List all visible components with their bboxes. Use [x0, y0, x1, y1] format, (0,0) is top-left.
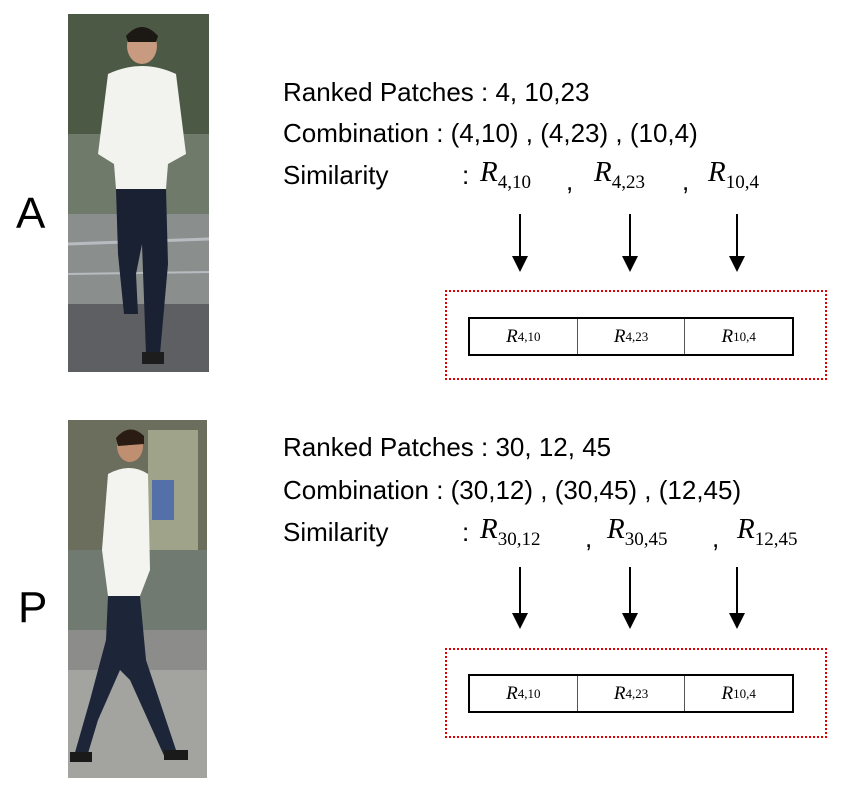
highlight-box-a	[445, 290, 827, 380]
ranked-patches-a: Ranked Patches : 4, 10,23	[283, 77, 590, 107]
similarity-label-a: Similarity	[283, 160, 389, 190]
down-arrow-icon	[510, 567, 530, 629]
similarity-term: R30,45	[607, 513, 668, 550]
separator: ,	[566, 166, 574, 196]
vector-cell: R 4,23	[578, 676, 686, 711]
vector-cell: R 10,4	[721, 325, 756, 347]
down-arrow-icon	[620, 214, 640, 272]
highlight-box-p	[445, 648, 827, 738]
ranked-patches-p: Ranked Patches : 30, 12, 45	[283, 432, 612, 462]
similarity-term: R10,4	[708, 156, 759, 193]
similarity-term: R12,45	[737, 513, 798, 550]
vector-cell: R 4,10	[470, 319, 578, 354]
similarity-colon-p: :	[462, 517, 470, 547]
similarity-term: R4,10	[480, 156, 531, 193]
person-photo-p	[68, 420, 207, 778]
combination-p: Combination : (30,12) , (30,45) , (12,45…	[283, 475, 742, 505]
separator: ,	[585, 523, 593, 553]
similarity-term: R30,12	[480, 513, 541, 550]
separator: ,	[682, 166, 690, 196]
down-arrow-icon	[510, 214, 530, 272]
separator: ,	[712, 523, 720, 553]
similarity-term: R4,23	[594, 156, 645, 193]
down-arrow-icon	[620, 567, 640, 629]
similarity-label-p: Similarity	[283, 517, 389, 547]
vector-cell: R 4,23	[578, 319, 686, 354]
vector-cell: R 10,4	[721, 682, 756, 704]
combination-a: Combination : (4,10) , (4,23) , (10,4)	[283, 118, 698, 148]
similarity-colon-a: :	[462, 160, 470, 190]
similarity-vector-p: R 4,10 R 4,23 R 10,4	[468, 674, 794, 713]
panel-label-a: A	[16, 189, 46, 238]
down-arrow-icon	[727, 567, 747, 629]
panel-label-p: P	[18, 583, 48, 632]
similarity-vector-a: R 4,10 R 4,23 R 10,4	[468, 317, 794, 356]
person-photo-a	[68, 14, 209, 372]
down-arrow-icon	[727, 214, 747, 272]
vector-cell: R 4,10	[470, 676, 578, 711]
